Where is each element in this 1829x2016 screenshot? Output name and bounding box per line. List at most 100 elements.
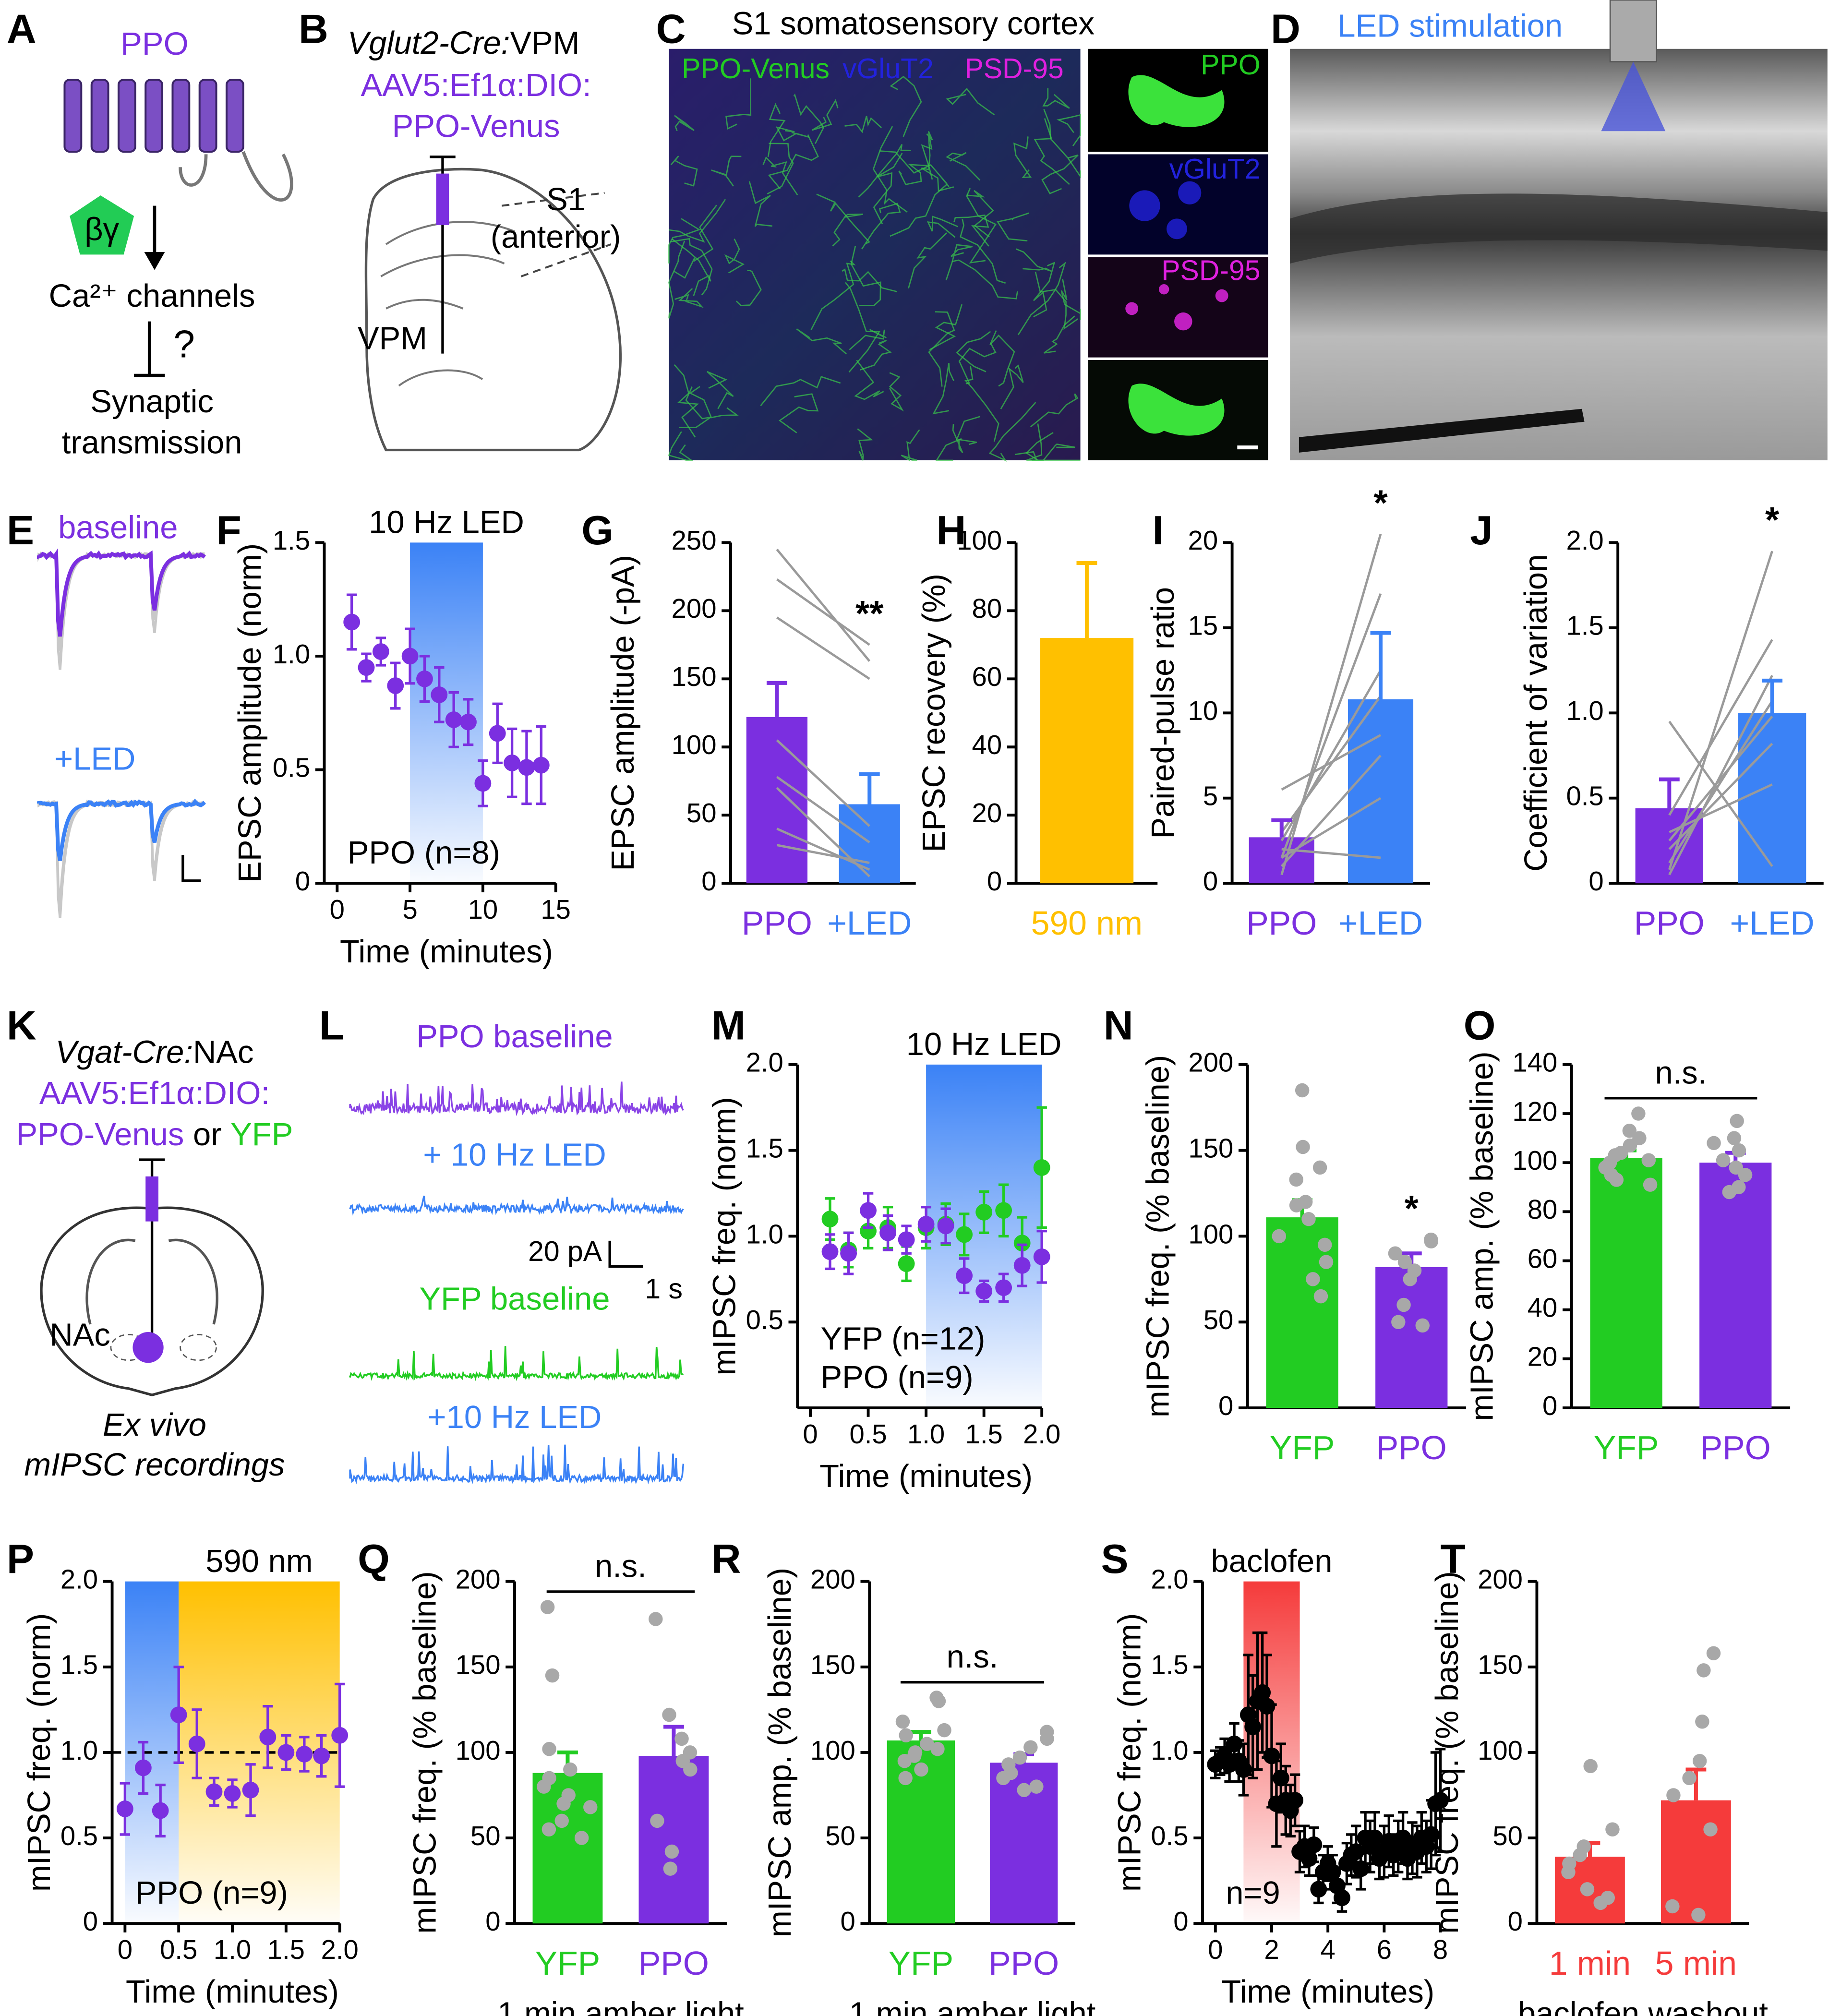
nucleus: VPM — [358, 321, 427, 357]
data-point — [649, 1612, 663, 1626]
data-point — [1573, 1848, 1587, 1862]
data-point — [1738, 1168, 1753, 1182]
category-label: +LED — [1338, 904, 1423, 942]
data-point — [914, 1762, 928, 1777]
region-border — [501, 192, 612, 277]
y-tick-label: 50 — [686, 798, 717, 828]
diagram-a: PPO βγ Ca²⁺ channels ? Synaptic transmis… — [49, 26, 293, 460]
data-point — [1289, 1198, 1304, 1212]
highlight-label: 590 nm — [205, 1543, 313, 1579]
fiber — [810, 260, 856, 330]
category-label: +LED — [1730, 904, 1815, 942]
category-label: PPO — [1700, 1429, 1771, 1466]
y-axis-label: mIPSC amp. (% baseline) — [762, 1568, 798, 1937]
y-axis-label: mIPSC freq. (norm) — [707, 1097, 743, 1375]
channel-label: PSD-95 — [964, 53, 1063, 84]
data-point — [898, 1255, 915, 1272]
data-point — [897, 1753, 912, 1768]
data-point — [920, 1737, 934, 1751]
y-tick-label: 0 — [1588, 866, 1603, 896]
fiber — [908, 232, 947, 289]
data-point — [650, 1813, 664, 1828]
data-point — [518, 759, 535, 776]
y-tick-label: 100 — [1188, 1219, 1233, 1249]
panel-letter: M — [711, 1002, 746, 1048]
trace — [36, 548, 206, 637]
inset-label: PSD-95 — [1161, 255, 1260, 286]
data-point — [401, 648, 419, 665]
paired-line — [776, 616, 870, 680]
y-tick-label: 1.0 — [60, 1735, 98, 1765]
y-tick-label: 140 — [1512, 1047, 1557, 1078]
data-point — [1593, 1896, 1608, 1910]
data-point — [563, 1762, 578, 1777]
data-point — [416, 670, 433, 687]
fiber — [668, 218, 701, 264]
category-label: YFP — [535, 1944, 600, 1982]
data-point — [331, 1727, 349, 1744]
x-tick-label: 0.5 — [160, 1934, 197, 1965]
y-tick-label: 2.0 — [60, 1564, 98, 1595]
objective — [1609, 0, 1657, 62]
paired-line — [776, 739, 870, 827]
y-tick-label: 0 — [1218, 1391, 1233, 1421]
y-tick-label: 50 — [825, 1821, 855, 1851]
fiber — [670, 156, 698, 187]
outcome: Synaptic — [90, 384, 214, 420]
y-tick-label: 0.5 — [1151, 1821, 1188, 1851]
channel-label: PPO-Venus — [682, 53, 830, 84]
virus: AAV5:Ef1α:DIO: — [39, 1075, 270, 1111]
significance: n.s. — [595, 1548, 647, 1584]
data-point — [1040, 1731, 1054, 1746]
fiber — [952, 259, 1018, 300]
paired-line — [1669, 783, 1773, 833]
y-tick-label: 0 — [1203, 866, 1218, 896]
fiber — [854, 360, 884, 400]
data-point — [541, 1822, 556, 1836]
fiber — [927, 216, 959, 238]
fiber — [845, 282, 881, 373]
target: VPM — [510, 24, 579, 60]
fiber — [929, 304, 963, 350]
bar — [839, 804, 900, 884]
data-point — [1727, 1131, 1742, 1145]
y-tick-label: 150 — [1478, 1650, 1523, 1680]
x-tick-label: 1.5 — [965, 1419, 1003, 1449]
data-point — [1692, 1753, 1707, 1768]
category-label: PPO — [988, 1944, 1059, 1982]
panel-letter: O — [1464, 1002, 1496, 1048]
paired-line — [1280, 533, 1382, 876]
y-tick-label: 1.0 — [1566, 696, 1604, 726]
fiber — [997, 212, 1029, 242]
fiber — [1017, 261, 1066, 336]
traces — [36, 548, 206, 918]
data-point — [860, 1202, 877, 1219]
data-point — [1691, 1908, 1706, 1922]
data-point — [1706, 1646, 1721, 1660]
data-point — [879, 1224, 896, 1241]
y-axis-label: mIPSC freq. (% baseline) — [1429, 1571, 1465, 1933]
construct-line: PPO-Venus or YFP — [16, 1116, 293, 1152]
y-tick-label: 100 — [1478, 1735, 1523, 1765]
scale-label: 1 s — [645, 1273, 683, 1305]
chart: 0 0.5 1.0 1.5 2.0 Coefficient of variation PPO… — [1518, 500, 1824, 942]
fiber — [674, 204, 717, 279]
data-point — [1622, 1124, 1637, 1138]
fiber — [966, 188, 997, 264]
chart: 0 50 100 150 200 mIPSC freq. (% baseline) YFP P… — [407, 1548, 745, 2016]
data-point — [1023, 1740, 1038, 1754]
category-label: +LED — [827, 904, 912, 942]
data-point — [460, 713, 477, 731]
y-tick-label: 100 — [456, 1735, 501, 1765]
fiber — [775, 126, 809, 142]
data-point — [898, 1231, 915, 1248]
y-tick-label: 1.0 — [1151, 1735, 1188, 1765]
data-point — [554, 1813, 569, 1828]
fiber — [767, 103, 786, 157]
slice-image — [1290, 48, 1828, 460]
data-point — [358, 659, 375, 676]
g-protein — [70, 195, 134, 255]
